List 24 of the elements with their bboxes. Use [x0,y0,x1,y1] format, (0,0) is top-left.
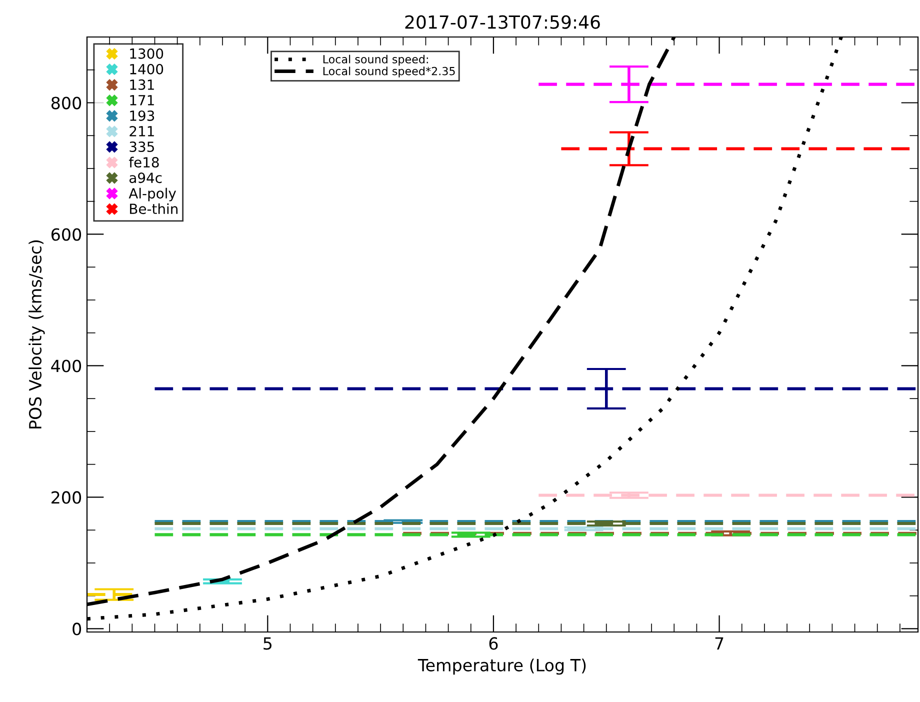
x-tick-label: 6 [489,637,498,650]
y-axis-title: POS Velocity (kms/sec) [28,240,45,428]
x-tick-label: 5 [264,637,272,650]
legend-label: fe18 [128,156,159,168]
y-tick-label: 800 [51,96,82,110]
y-tick-label: 600 [51,228,82,241]
legend-label: 211 [130,126,154,136]
y-tick-label: 0 [72,622,82,636]
y-tick-label: 200 [52,491,82,504]
legend-label: 131 [130,79,154,90]
y-tick-label: 400 [51,360,82,372]
legend-label: 335 [130,142,154,152]
legend-label: a94c [130,172,162,184]
legend-label: Local sound speed: [323,54,428,66]
legend-label: Al-poly [128,188,176,202]
legend-label: 171 [130,95,154,106]
legend-label: 193 [130,110,154,121]
chart-title: 2017-07-13T07:59:46 [405,15,600,29]
legend-label: Be-thin [130,203,178,214]
legend-label: 1300 [130,48,164,59]
legend-label: Local sound speed*2.35 [323,66,455,78]
x-axis-title: Temperature (Log T) [418,658,586,675]
x-tick-label: 7 [715,637,724,650]
legend-label: 1400 [130,64,164,74]
